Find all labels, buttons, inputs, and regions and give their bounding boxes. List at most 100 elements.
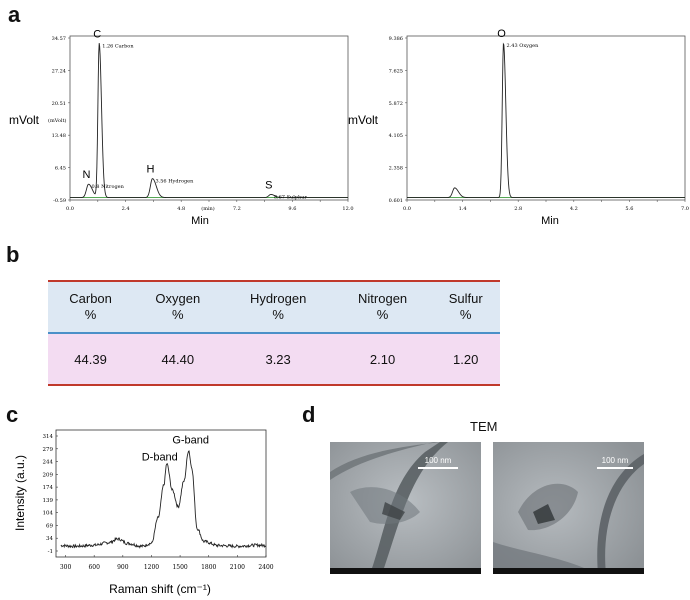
composition-header-carbon: Carbon% bbox=[48, 280, 134, 334]
raman-spectrum-ylabel: Intensity (a.u.) bbox=[13, 455, 27, 531]
peak-element-label: C bbox=[93, 28, 101, 40]
composition-value-carbon: 44.39 bbox=[48, 333, 134, 386]
raman-band-annotation: G-band bbox=[172, 435, 209, 447]
y-tick-label: -0.59 bbox=[53, 198, 66, 204]
y-tick-label: 174 bbox=[43, 485, 54, 491]
x-tick-label: 1.4 bbox=[459, 206, 467, 212]
raman-spectrum-frame bbox=[55, 429, 267, 558]
header-unit: % bbox=[172, 307, 184, 322]
peak-element-label: O bbox=[497, 28, 506, 40]
panel-label-b: b bbox=[6, 242, 20, 267]
y-tick-label: 34 bbox=[46, 536, 53, 542]
y-tick-label: 6.45 bbox=[55, 166, 66, 172]
header-unit: % bbox=[459, 307, 472, 322]
scale-label-left: 100 nm bbox=[425, 456, 452, 465]
chromatogram-oxygen-ylabel: mVolt bbox=[348, 113, 379, 127]
x-tick-label: 7.0 bbox=[681, 206, 689, 212]
x-tick-label: 300 bbox=[60, 564, 72, 571]
y-tick-label: 279 bbox=[43, 447, 54, 453]
x-tick-label: 4.8 bbox=[177, 206, 185, 212]
tem-image-right: 100 nm bbox=[493, 442, 644, 574]
composition-value-row: 44.39 44.40 3.23 2.10 1.20 bbox=[48, 333, 500, 386]
chromatogram-oxygen-frame bbox=[406, 35, 686, 201]
raman-spectrum-xlabel: Raman shift (cm⁻¹) bbox=[109, 582, 211, 596]
header-name: Nitrogen bbox=[358, 291, 408, 306]
y-tick-label: 7.625 bbox=[389, 68, 403, 74]
y-tick-label: 314 bbox=[43, 434, 54, 440]
scale-bar-left bbox=[418, 467, 458, 469]
x-tick-label: 0.0 bbox=[66, 206, 74, 212]
y-tick-label: 69 bbox=[46, 523, 53, 529]
y-tick-label: 13.48 bbox=[52, 133, 66, 139]
chromatogram-chnos: mVolt (mVolt) Min (min) 34.57 27.24 20.51 1… bbox=[9, 28, 354, 227]
x-tick-label: 2400 bbox=[258, 564, 273, 571]
peak-element-label: H bbox=[146, 164, 154, 176]
tem-image-right-art: 100 nm bbox=[493, 442, 644, 574]
panel-label-a: a bbox=[8, 2, 21, 27]
chromatogram-chnos-ylabel-unit: (mVolt) bbox=[48, 117, 66, 124]
tem-image-left: 100 nm bbox=[330, 442, 481, 574]
composition-value-hydrogen: 3.23 bbox=[222, 333, 334, 386]
composition-header-nitrogen: Nitrogen% bbox=[333, 280, 432, 334]
header-name: Oxygen bbox=[155, 291, 201, 306]
x-tick-label: 2100 bbox=[230, 564, 245, 571]
header-name: Sulfur bbox=[448, 291, 483, 306]
elemental-composition-table: Carbon% Oxygen% Hydrogen% Nitrogen% Sulf… bbox=[48, 280, 500, 386]
x-tick-label: 600 bbox=[88, 564, 100, 571]
composition-value-oxygen: 44.40 bbox=[133, 333, 223, 386]
y-tick-label: 4.105 bbox=[389, 133, 403, 139]
peak-annotation: 3.56 Hydrogen bbox=[155, 179, 194, 185]
header-name: Carbon bbox=[69, 291, 112, 306]
y-tick-label: 244 bbox=[43, 460, 54, 466]
peak-element-label: N bbox=[83, 169, 91, 181]
composition-header-oxygen: Oxygen% bbox=[133, 280, 223, 334]
raman-trace bbox=[60, 450, 267, 549]
header-unit: % bbox=[84, 307, 97, 322]
y-tick-label: 104 bbox=[43, 511, 54, 517]
composition-value-sulfur: 1.20 bbox=[431, 333, 500, 386]
y-tick-label: 5.872 bbox=[389, 101, 403, 107]
x-tick-label: 1500 bbox=[172, 564, 187, 571]
x-tick-label: 2.8 bbox=[514, 206, 522, 212]
chromatogram-trace bbox=[407, 42, 685, 198]
tem-image-left-art: 100 nm bbox=[330, 442, 481, 574]
raman-spectrum: Intensity (a.u.) Raman shift (cm⁻¹) 314 2… bbox=[13, 429, 274, 596]
peak-annotation: 1.26 Carbon bbox=[102, 43, 134, 49]
header-unit: % bbox=[376, 307, 389, 322]
chromatogram-chnos-xlabel-unit: (min) bbox=[201, 205, 215, 212]
y-tick-label: 20.51 bbox=[52, 101, 66, 107]
peak-annotation: 8.67 Sulphur bbox=[274, 194, 308, 200]
x-tick-label: 900 bbox=[117, 564, 129, 571]
x-tick-label: 12.0 bbox=[342, 206, 353, 212]
y-tick-label: -1 bbox=[48, 549, 53, 555]
composition-header-row: Carbon% Oxygen% Hydrogen% Nitrogen% Sulf… bbox=[48, 280, 500, 334]
chromatogram-chnos-frame bbox=[69, 35, 349, 201]
panel-label-d: d bbox=[302, 402, 316, 427]
y-tick-label: 0.601 bbox=[389, 198, 403, 204]
raman-band-annotation: D-band bbox=[142, 451, 178, 463]
y-tick-label: 9.386 bbox=[389, 36, 403, 42]
composition-header-hydrogen: Hydrogen% bbox=[222, 280, 334, 334]
peak-element-label: S bbox=[265, 179, 272, 191]
x-tick-label: 5.6 bbox=[625, 206, 633, 212]
scale-label-right: 100 nm bbox=[602, 456, 629, 465]
x-tick-label: 9.6 bbox=[288, 206, 296, 212]
chromatogram-chnos-ylabel: mVolt bbox=[9, 113, 40, 127]
x-tick-label: 7.2 bbox=[233, 206, 241, 212]
composition-header-sulfur: Sulfur% bbox=[431, 280, 500, 334]
tem-title: TEM bbox=[470, 419, 498, 434]
x-tick-label: 1800 bbox=[201, 564, 216, 571]
y-tick-label: 139 bbox=[43, 498, 54, 504]
peak-annotation: 2.43 Oxygen bbox=[507, 43, 540, 49]
peak-annotation: 0.8 Nitrogen bbox=[92, 184, 125, 190]
y-tick-label: 2.358 bbox=[389, 166, 403, 172]
y-tick-label: 27.24 bbox=[52, 68, 66, 74]
panel-label-c: c bbox=[6, 402, 19, 427]
x-tick-label: 1200 bbox=[144, 564, 159, 571]
chromatogram-chnos-xlabel: Min bbox=[191, 215, 209, 227]
composition-value-nitrogen: 2.10 bbox=[333, 333, 432, 386]
x-tick-label: 2.4 bbox=[122, 206, 130, 212]
x-tick-label: 4.2 bbox=[570, 206, 578, 212]
y-tick-label: 34.57 bbox=[52, 36, 66, 42]
